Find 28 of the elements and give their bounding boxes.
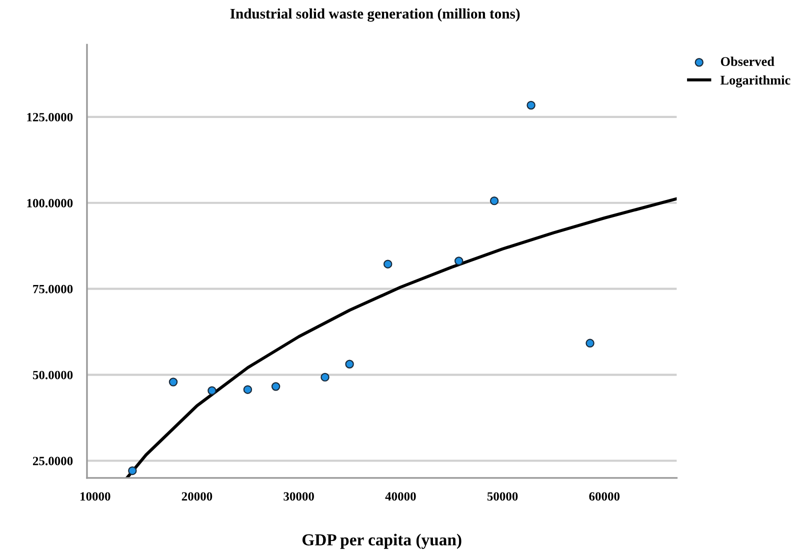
- chart-title: Industrial solid waste generation (million tons): [230, 8, 520, 22]
- point: [208, 386, 216, 395]
- legend-label: Logarithmic: [720, 75, 790, 88]
- x-tick-label: 60000: [589, 492, 620, 501]
- point: [490, 196, 499, 206]
- x-tick-label: 20000: [182, 492, 212, 501]
- legend-label: Observed: [720, 56, 774, 66]
- point: [526, 100, 536, 110]
- y-tick-label: 25.0000: [32, 456, 73, 466]
- point: [271, 382, 280, 391]
- point: [454, 256, 464, 266]
- y-tick-label: 75.0000: [33, 284, 73, 294]
- point: [586, 338, 594, 348]
- x-tick-label: 40000: [385, 492, 416, 501]
- point: [345, 360, 354, 368]
- x-tick-label: 10000: [80, 492, 110, 501]
- point: [383, 260, 392, 268]
- x-axis-title: GDP per capita (yuan): [302, 534, 462, 549]
- line-series: [125, 197, 677, 478]
- y-tick-label: 50.0000: [32, 370, 73, 380]
- x-tick-label: 30000: [284, 492, 314, 501]
- point: [243, 385, 252, 394]
- y-tick-label: 125.0000: [27, 112, 73, 122]
- point: [168, 378, 178, 386]
- x-tick-label: 50000: [487, 492, 518, 501]
- point: [128, 466, 137, 476]
- y-tick-label: 100.0000: [27, 198, 73, 208]
- point: [320, 372, 330, 382]
